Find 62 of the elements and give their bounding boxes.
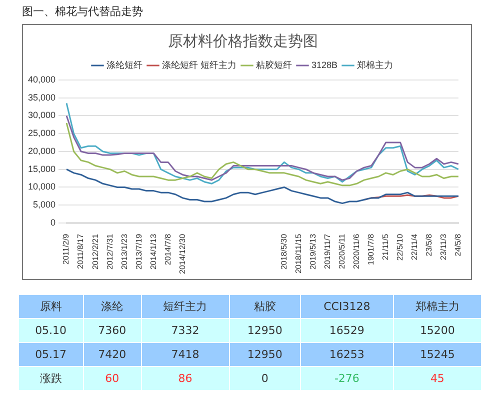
text: 05.10 [18, 318, 84, 342]
x-tick-label: 22/5/10 [396, 233, 405, 261]
y-tick-label: 35,000 [28, 92, 56, 102]
text: 12950 [229, 318, 300, 342]
text: 0 [229, 366, 300, 390]
text: 15245 [393, 342, 482, 366]
x-tick-label: 2011/8/17 [76, 233, 86, 269]
x-tick-label: 2018/11/15 [294, 233, 303, 274]
x-tick-label: 2018/5/30 [279, 233, 288, 270]
text: 图一、棉花与代替品走势 [22, 4, 143, 19]
text: 15200 [393, 318, 482, 342]
legend-label: 3128B [311, 60, 338, 70]
text: -276 [300, 366, 394, 390]
text: 原料 [18, 294, 84, 318]
text: 12950 [229, 342, 300, 366]
x-tick-label: 22/11/4 [410, 233, 420, 260]
x-tick-label: 2013/7/19 [134, 233, 144, 270]
text: 粘胶 [229, 294, 300, 318]
legend-label: 涤纶短纤 短纤主力 [162, 60, 237, 70]
x-tick-label: 2012/2/21 [90, 233, 100, 270]
x-tick-label: 23/11/3 [439, 233, 448, 260]
y-tick-label: 0 [50, 217, 56, 228]
text: 郑棉主力 [393, 294, 482, 318]
text: 60 [83, 366, 142, 390]
x-tick-label: 2014/12/30 [178, 233, 187, 274]
text: 涤纶 [83, 294, 142, 318]
y-tick-label: 25,000 [28, 128, 56, 138]
y-tick-label: 5,000 [32, 200, 56, 210]
x-tick-label: 23/5/8 [424, 233, 434, 256]
text: 涨跌 [18, 366, 84, 390]
text: 86 [141, 366, 230, 390]
x-tick-label: 2014/7/8 [163, 233, 172, 266]
x-tick-label: 2012/7/31 [105, 233, 114, 270]
text: 短纤主力 [141, 294, 230, 318]
chart-title: 原材料价格指数走势图 [168, 32, 318, 50]
x-tick-label: 21/11/5 [381, 233, 390, 260]
legend-label: 涤纶短纤 [106, 60, 142, 70]
x-tick-label: 2019/11/7 [322, 233, 332, 269]
legend-label: 粘胶短纤 [256, 60, 292, 70]
legend-label: 郑棉主力 [357, 60, 394, 70]
text: 05.17 [18, 342, 84, 366]
text: 16529 [300, 318, 394, 342]
x-tick-label: 2013/1/23 [120, 233, 129, 270]
y-tick-label: 30,000 [28, 110, 56, 120]
text: 16253 [300, 342, 394, 366]
text: 7420 [83, 342, 142, 366]
x-tick-label: 2014/1/13 [148, 233, 158, 270]
y-tick-label: 40,000 [28, 74, 56, 84]
y-tick-label: 20,000 [28, 146, 56, 156]
text: CCI3128 [300, 294, 394, 318]
x-tick-label: 2020/11/6 [352, 233, 362, 269]
text: 7360 [83, 318, 142, 342]
x-tick-label: 2011/2/9 [62, 233, 71, 265]
x-tick-label: 2020/5/11 [337, 233, 346, 269]
y-tick-label: 10,000 [28, 182, 56, 192]
x-tick-label: 2019/5/13 [308, 233, 318, 270]
text: 7418 [141, 342, 230, 366]
text: 45 [393, 366, 482, 390]
x-tick-label: 24/5/8 [454, 233, 463, 256]
x-tick-label: 1901/7/8 [366, 233, 376, 266]
y-tick-label: 15,000 [28, 164, 56, 174]
text: 7332 [141, 318, 230, 342]
